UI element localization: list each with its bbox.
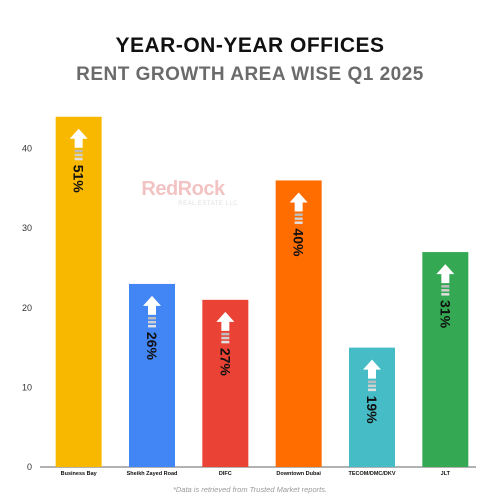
x-tick-label: JLT [441, 471, 451, 477]
y-tick-label: 20 [22, 303, 32, 313]
bar [55, 116, 102, 467]
y-axis: 0 10 20 30 40 [22, 144, 476, 472]
data-label: 26% [144, 332, 160, 361]
x-tick-label: DIFC [219, 471, 232, 477]
growth-arrow-icon [289, 192, 308, 224]
growth-arrow-icon [143, 295, 161, 328]
bar [275, 180, 322, 467]
y-tick-label: 0 [27, 462, 32, 472]
data-label: 40% [291, 228, 307, 257]
data-label: 19% [364, 396, 380, 425]
footnote: *Data is retrieved from Trusted Market r… [172, 485, 328, 494]
data-label: 51% [71, 165, 87, 194]
chart-title: YEAR-ON-YEAR OFFICES [115, 34, 385, 57]
x-tick-label: TECOM/DMC/DKV [348, 471, 395, 477]
x-tick-label: Sheikh Zayed Road [127, 471, 178, 477]
y-tick-label: 30 [22, 223, 32, 233]
y-tick-label: 10 [22, 382, 32, 392]
watermark-tagline: REAL ESTATE LLC [178, 201, 238, 207]
chart-subtitle: RENT GROWTH AREA WISE Q1 2025 [76, 64, 424, 85]
growth-arrow-icon [216, 311, 235, 344]
growth-arrow-icon [436, 264, 455, 296]
data-label: 31% [437, 300, 453, 329]
x-axis-labels: Business Bay Sheikh Zayed Road DIFC Downtow… [61, 471, 451, 477]
bar [422, 252, 469, 467]
x-tick-label: Business Bay [61, 471, 98, 477]
y-tick-label: 40 [22, 144, 32, 154]
x-tick-label: Downtown Dubai [276, 471, 321, 477]
bars-group: 51% 26% 27% 40% 19% 31% [55, 116, 469, 467]
watermark-logo: RedRock REAL ESTATE LLC [128, 178, 238, 218]
watermark-brand: RedRock [141, 178, 225, 200]
growth-arrow-icon [69, 128, 88, 161]
data-label: 27% [217, 348, 233, 377]
growth-arrow-icon [363, 359, 381, 392]
